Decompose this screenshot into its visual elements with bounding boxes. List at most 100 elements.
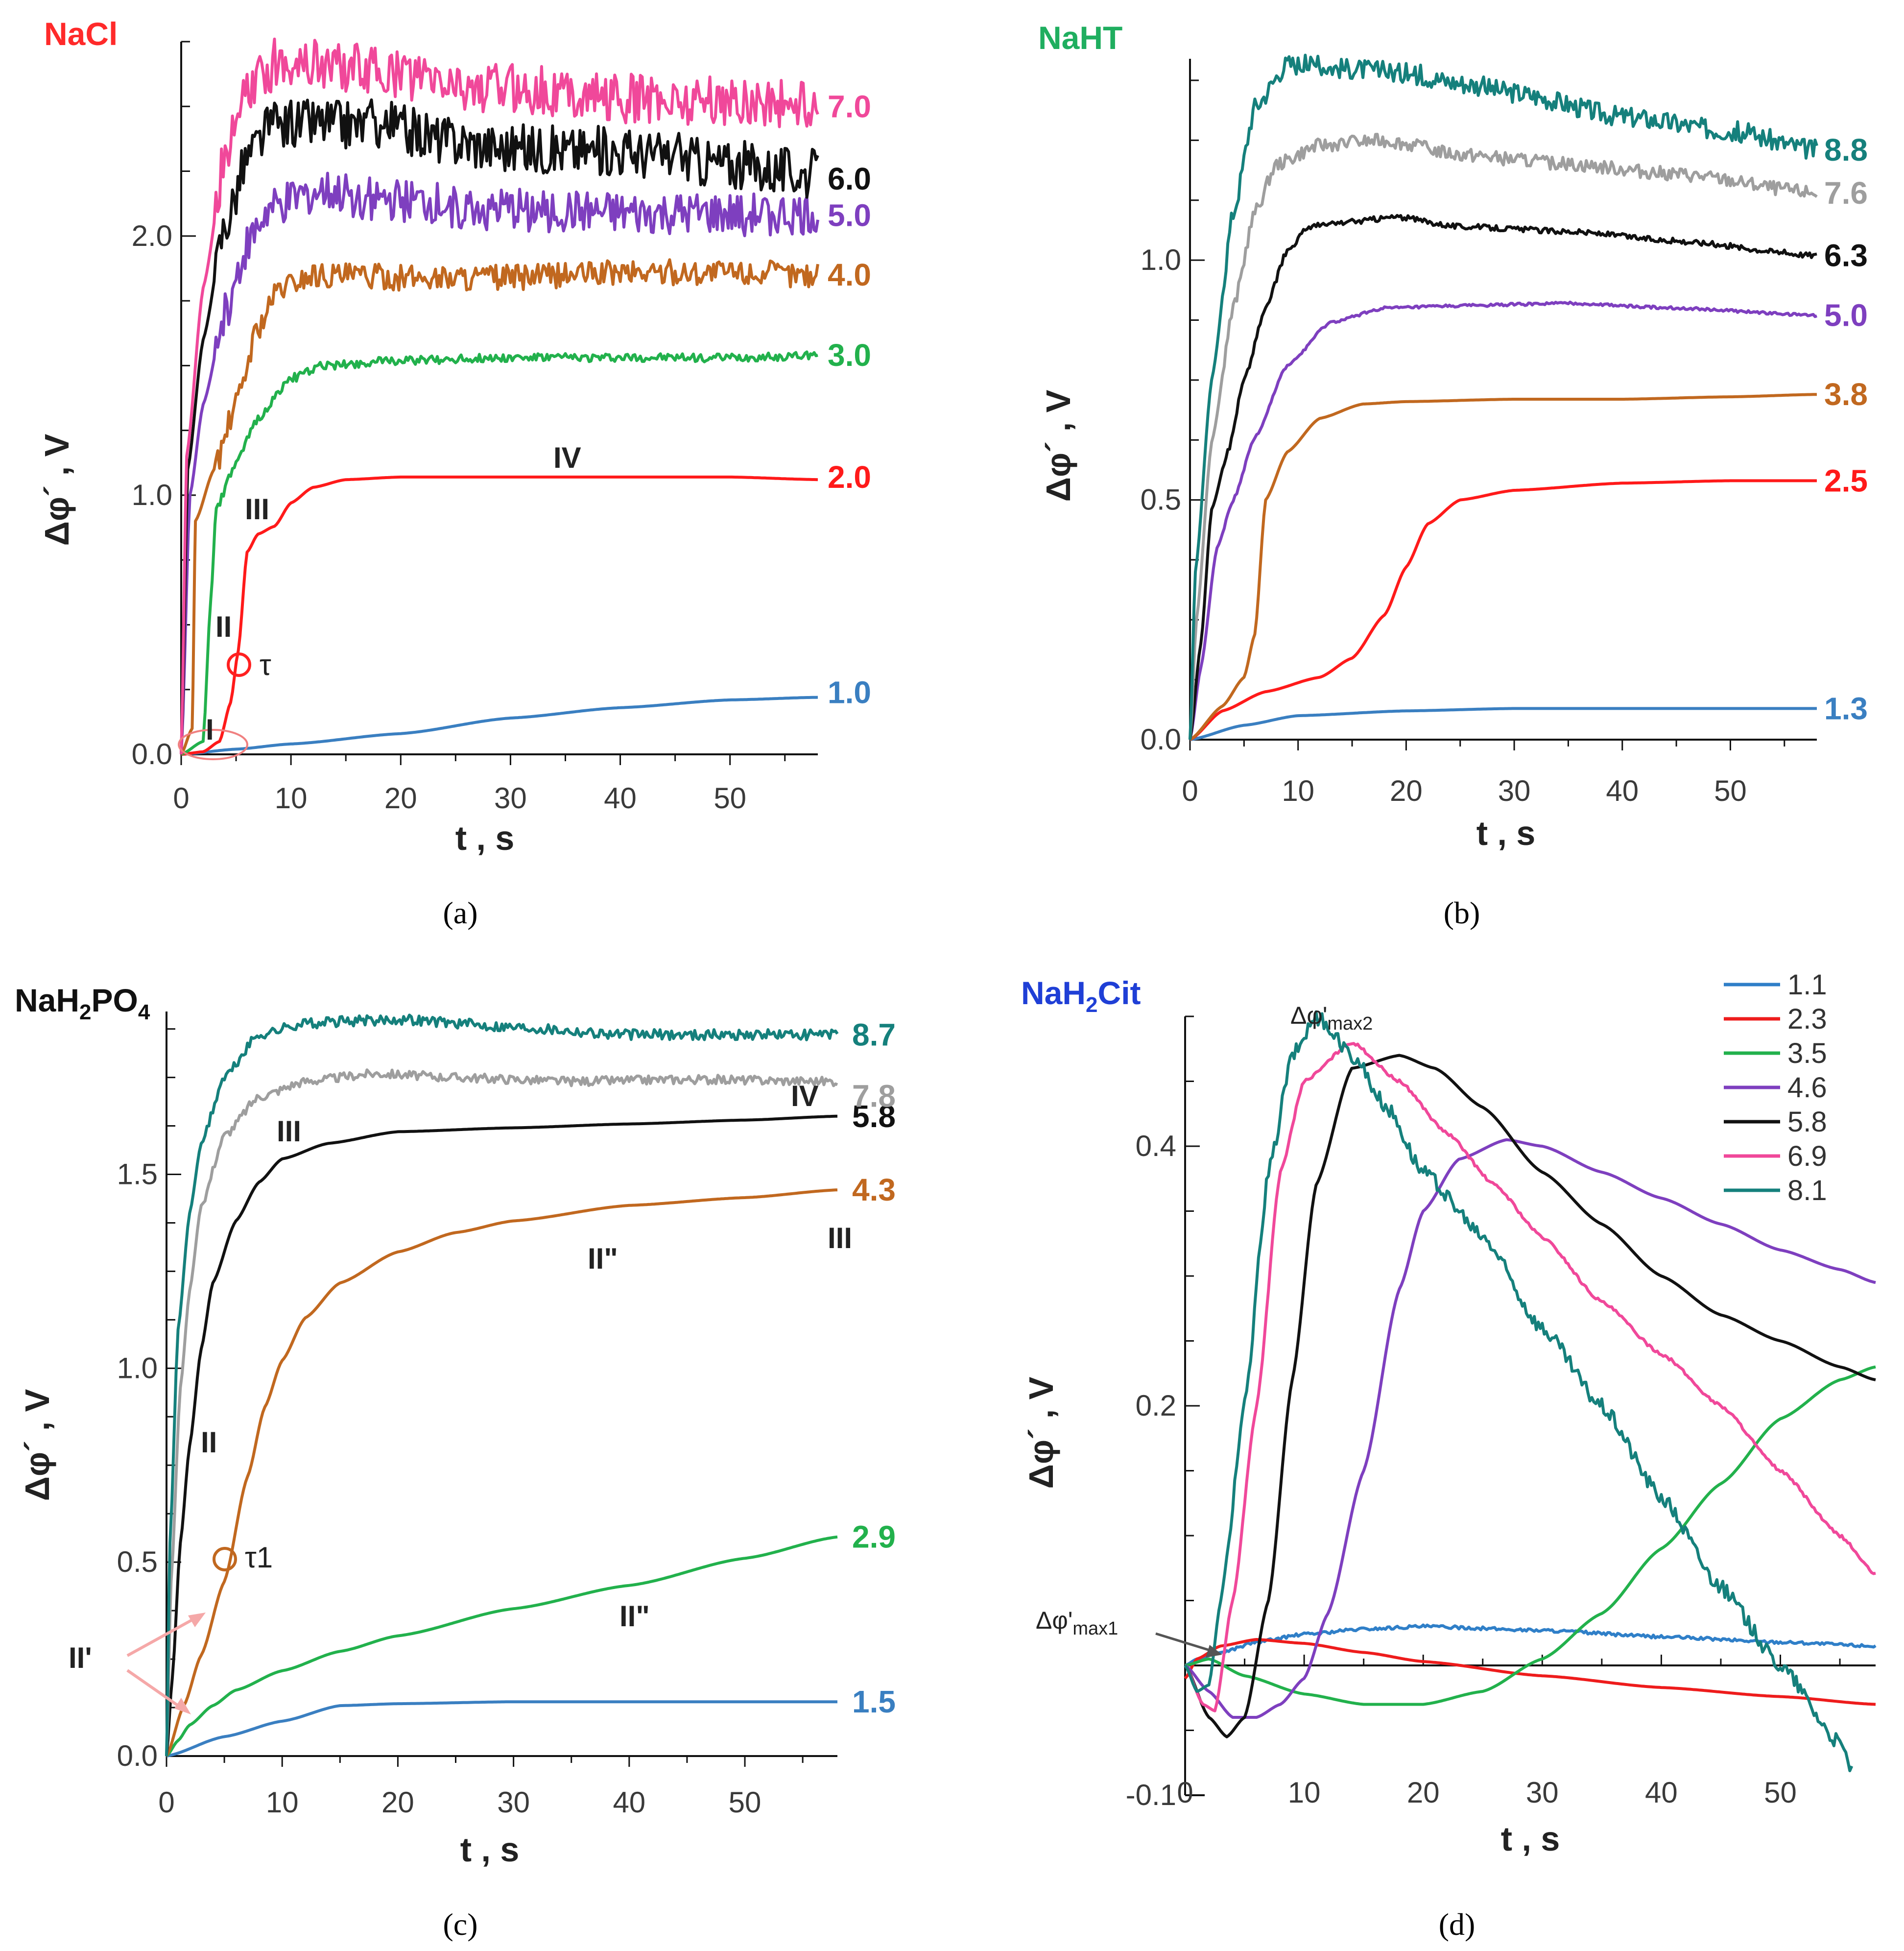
series-line-5.0 <box>1189 300 1818 740</box>
x-tick-label: 0 <box>173 782 189 815</box>
x-tick-label: 40 <box>604 782 637 815</box>
legend-label: 2.3 <box>1787 1003 1827 1035</box>
x-tick-label: 10 <box>266 1786 299 1819</box>
series-value-label: 8.7 <box>852 1017 896 1053</box>
x-tick-label: 10 <box>1288 1776 1321 1809</box>
series-line-4.3 <box>165 1188 838 1757</box>
y-tick-label: 1.0 <box>132 479 172 511</box>
x-axis-label: t , s <box>1476 814 1536 852</box>
series-lines <box>165 1013 839 1758</box>
x-tick-label: 20 <box>384 782 417 815</box>
arrow-ii-prime-upper <box>126 1615 199 1657</box>
x-tick-label: 0 <box>1177 1776 1193 1809</box>
series-line-2.5 <box>1189 479 1817 741</box>
series-value-label: 1.0 <box>828 675 871 710</box>
series-line-3.0 <box>180 350 818 756</box>
series-value-label: 7.8 <box>852 1079 896 1114</box>
x-tick-label: 30 <box>497 1786 530 1819</box>
tick-labels: -0.1 0.2 0.4 0 10 20 30 40 50 <box>1126 1130 1797 1811</box>
x-tick-label: 20 <box>1390 774 1423 807</box>
x-tick-label: 40 <box>1645 1776 1678 1809</box>
series-value-label: 2.0 <box>828 459 871 495</box>
y-tick-label: -0.1 <box>1126 1779 1176 1811</box>
series-value-labels: 1.5 2.9 4.3 5.87.8 8.7 <box>852 1017 896 1720</box>
y-tick-label: 1.5 <box>117 1158 158 1191</box>
panel-a: NaCl 0.0 1.0 2.0 0 10 20 30 40 50 1.0 2.0 3.0 4.0 5.… <box>38 16 871 930</box>
x-tick-label: 40 <box>613 1786 645 1819</box>
axes <box>180 41 818 765</box>
series-line-5.8 <box>165 1114 837 1757</box>
series-line-2.3 <box>1184 1638 1876 1706</box>
series-line-5.0 <box>180 171 819 755</box>
series-line-6.3 <box>1189 214 1817 740</box>
y-axis-label: Δφ´ , V <box>18 1389 56 1501</box>
annotation-iii-right: III <box>828 1222 852 1254</box>
annotation-tau: τ <box>260 649 271 681</box>
y-tick-label: 0.5 <box>117 1545 158 1578</box>
series-line-8.7 <box>165 1013 839 1757</box>
series-value-label: 2.5 <box>1824 463 1868 498</box>
series-value-label: 6.0 <box>828 161 871 196</box>
panel-b: NaHT 0.0 0.5 1.0 0 10 20 30 40 50 1.3 2.5 3.8 5.0 6.… <box>1038 20 1868 930</box>
x-axis-label: t , s <box>460 1831 520 1869</box>
legend-label: 3.5 <box>1787 1037 1827 1069</box>
annotation-iv: IV <box>791 1080 819 1112</box>
series-value-label: 1.3 <box>1824 691 1868 726</box>
series-line-2.9 <box>165 1535 838 1758</box>
annotation-ii-double-prime-lower: II" <box>619 1600 650 1633</box>
series-line-1.3 <box>1190 707 1817 741</box>
y-tick-label: 0.0 <box>132 738 172 771</box>
series-value-label: 2.9 <box>852 1519 896 1555</box>
annotation-tau1: τ1 <box>245 1541 273 1574</box>
legend-label: 1.1 <box>1787 969 1827 1001</box>
annotation-max1: Δφ'max1 <box>1036 1607 1118 1639</box>
y-axis-label: Δφ´ , V <box>1039 389 1077 502</box>
series-value-label: 8.8 <box>1824 132 1868 168</box>
axes <box>166 1012 837 1767</box>
series-value-labels: 1.3 2.5 3.8 5.0 6.3 7.6 8.8 <box>1824 132 1868 726</box>
series-value-label: 4.0 <box>828 257 871 292</box>
y-tick-label: 0.4 <box>1136 1130 1176 1162</box>
arrow-max1 <box>1155 1632 1215 1653</box>
x-tick-label: 10 <box>275 782 308 815</box>
x-tick-label: 30 <box>1526 1776 1559 1809</box>
series-line-4.0 <box>180 258 819 755</box>
panel-caption: (b) <box>1444 895 1480 930</box>
series-value-label: 3.8 <box>1824 377 1868 412</box>
series-line-8.8 <box>1189 53 1818 740</box>
panel-title: NaHT <box>1038 20 1122 56</box>
legend-label: 4.6 <box>1787 1072 1827 1104</box>
arrowhead <box>1206 1645 1222 1658</box>
y-tick-label: 0.2 <box>1136 1389 1176 1422</box>
panel-title: NaH2Cit <box>1021 975 1141 1017</box>
series-line-8.1 <box>1184 1010 1854 1772</box>
x-tick-label: 30 <box>494 782 527 815</box>
annotation-max2: Δφ'max2 <box>1290 1002 1373 1034</box>
series-value-label: 7.0 <box>828 89 871 124</box>
y-axis-label: Δφ´ , V <box>1022 1376 1060 1489</box>
series-line-6.9 <box>1184 1042 1876 1712</box>
legend: 1.12.33.54.65.86.98.1 <box>1724 969 1827 1206</box>
series-line-1.0 <box>181 696 818 756</box>
series-value-label: 5.0 <box>1824 298 1868 333</box>
panel-c: NaH2PO4 0.0 0.5 1.0 1.5 0 10 20 30 40 50 1.5 2.9 4.… <box>15 982 896 1942</box>
annotation-ii: II <box>215 610 232 643</box>
x-tick-label: 30 <box>1498 774 1531 807</box>
series-lines <box>1189 53 1818 741</box>
series-line-4.6 <box>1184 1138 1876 1719</box>
arrow-ii-prime-lower <box>126 1669 185 1711</box>
arrowhead <box>188 1613 206 1627</box>
series-lines <box>180 37 819 756</box>
panel-caption: (d) <box>1439 1907 1476 1942</box>
annotation-ii: II <box>201 1426 217 1459</box>
annotation-ii-double-prime-upper: II" <box>588 1242 618 1275</box>
series-value-label: 6.3 <box>1824 238 1868 273</box>
arrowhead <box>174 1698 191 1714</box>
series-value-label: 3.0 <box>828 337 871 373</box>
series-line-5.8 <box>1184 1054 1876 1738</box>
x-tick-label: 50 <box>1764 1776 1797 1809</box>
series-value-label: 5.0 <box>828 197 871 233</box>
x-tick-label: 50 <box>1714 774 1747 807</box>
legend-label: 8.1 <box>1787 1175 1827 1206</box>
